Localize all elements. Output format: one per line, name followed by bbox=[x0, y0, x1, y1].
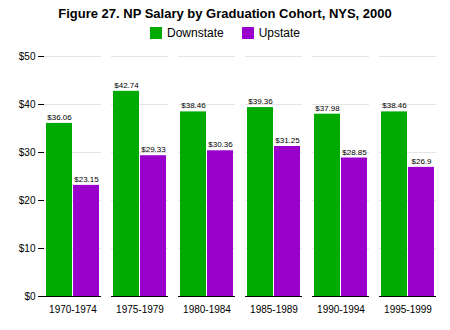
svg-text:$29.33: $29.33 bbox=[141, 145, 166, 154]
svg-text:$28.85: $28.85 bbox=[342, 148, 367, 157]
svg-text:$30.36: $30.36 bbox=[208, 140, 233, 149]
svg-text:1980-1984: 1980-1984 bbox=[183, 304, 231, 315]
svg-text:$20: $20 bbox=[19, 195, 36, 206]
svg-text:$50: $50 bbox=[19, 51, 36, 62]
svg-text:1995-1999: 1995-1999 bbox=[384, 304, 432, 315]
svg-text:$36.06: $36.06 bbox=[47, 113, 72, 122]
html-text:Figure 27. NP Salary by Gradua: Figure 27. NP Salary by Graduation Cohor… bbox=[58, 6, 392, 21]
svg-text:$26.9: $26.9 bbox=[411, 157, 432, 166]
svg-text:$23.15: $23.15 bbox=[74, 175, 99, 184]
html-text:Downstate: Downstate bbox=[167, 26, 224, 40]
svg-text:1975-1979: 1975-1979 bbox=[116, 304, 164, 315]
svg-text:$38.46: $38.46 bbox=[382, 101, 407, 110]
svg-text:$30: $30 bbox=[19, 147, 36, 158]
svg-text:1990-1994: 1990-1994 bbox=[317, 304, 365, 315]
svg-text:1985-1989: 1985-1989 bbox=[250, 304, 298, 315]
svg-text:$10: $10 bbox=[19, 243, 36, 254]
svg-text:$37.98: $37.98 bbox=[315, 104, 340, 113]
svg-text:$39.36: $39.36 bbox=[248, 97, 273, 106]
html-text:Upstate: Upstate bbox=[258, 26, 300, 40]
svg-text:$42.74: $42.74 bbox=[114, 81, 139, 90]
svg-text:$0: $0 bbox=[24, 291, 36, 302]
svg-text:$40: $40 bbox=[19, 99, 36, 110]
svg-text:$38.46: $38.46 bbox=[181, 101, 206, 110]
svg-text:$31.25: $31.25 bbox=[275, 136, 300, 145]
svg-text:1970-1974: 1970-1974 bbox=[49, 304, 97, 315]
